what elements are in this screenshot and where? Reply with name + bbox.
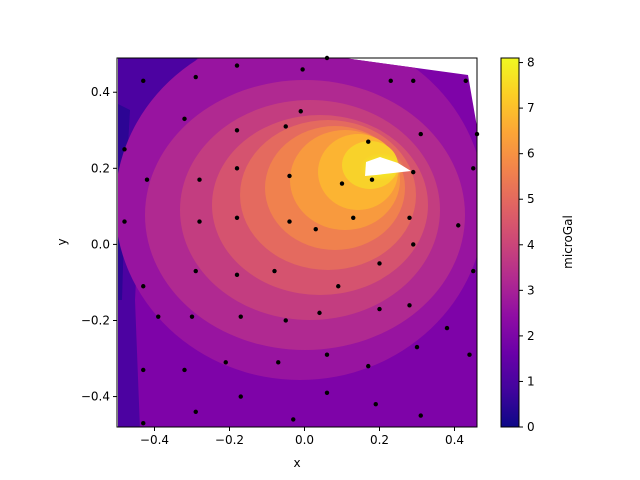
contour-field bbox=[118, 58, 477, 427]
x-axis-label: x bbox=[293, 456, 300, 470]
sample-point-20 bbox=[197, 177, 202, 182]
sample-point-45 bbox=[377, 306, 382, 312]
sample-point-60 bbox=[418, 413, 423, 418]
sample-point-56 bbox=[324, 390, 330, 395]
sample-point-24 bbox=[122, 219, 127, 224]
x-tick-label-2: 0.0 bbox=[295, 433, 314, 447]
sample-point-30 bbox=[407, 215, 412, 220]
sample-point-0 bbox=[141, 78, 146, 84]
x-tick-label-4: 0.4 bbox=[445, 433, 464, 447]
sample-point-9 bbox=[234, 128, 240, 133]
sample-point-1 bbox=[193, 74, 198, 80]
sample-points bbox=[122, 55, 480, 426]
sample-point-33 bbox=[193, 268, 198, 274]
colorbar-tick-label-1: 1 bbox=[527, 374, 535, 388]
sample-point-18 bbox=[471, 166, 476, 171]
sample-point-27 bbox=[287, 219, 292, 224]
sample-point-53 bbox=[467, 352, 472, 357]
y-tick-label-0: −0.4 bbox=[81, 390, 110, 404]
sample-point-55 bbox=[182, 367, 187, 373]
axes-frame bbox=[116, 57, 478, 428]
sample-point-58 bbox=[193, 409, 198, 414]
colorbar-tick-label-4: 4 bbox=[527, 238, 535, 252]
x-axis-ticks: −0.4 −0.2 0.0 0.2 0.4 bbox=[140, 427, 464, 447]
sample-point-47 bbox=[444, 325, 450, 331]
sample-point-31 bbox=[456, 223, 461, 228]
contour-gap-peak bbox=[365, 157, 411, 176]
sample-point-54 bbox=[141, 367, 146, 373]
sample-point-28 bbox=[313, 226, 318, 232]
y-axis-ticks: −0.4 −0.2 0.0 0.2 0.4 bbox=[81, 85, 117, 404]
sample-point-37 bbox=[471, 268, 476, 274]
y-tick-label-1: −0.2 bbox=[81, 313, 110, 327]
sample-point-36 bbox=[377, 261, 382, 266]
sample-point-51 bbox=[366, 363, 371, 369]
colorbar-tick-label-0: 0 bbox=[527, 420, 535, 434]
sample-point-59 bbox=[373, 401, 378, 407]
y-axis-label: y bbox=[55, 238, 69, 245]
sample-point-61 bbox=[141, 420, 146, 426]
colorbar-tick-label-3: 3 bbox=[527, 283, 535, 297]
sample-point-16 bbox=[369, 177, 375, 182]
sample-point-23 bbox=[339, 181, 345, 186]
sample-point-8 bbox=[182, 116, 187, 122]
sample-point-52 bbox=[414, 344, 420, 350]
sample-point-57 bbox=[238, 394, 243, 399]
sample-point-40 bbox=[156, 314, 161, 319]
colorbar bbox=[500, 57, 520, 428]
y-tick-label-3: 0.2 bbox=[91, 161, 110, 175]
sample-point-10 bbox=[298, 109, 303, 114]
x-tick-label-3: 0.2 bbox=[370, 433, 389, 447]
sample-point-42 bbox=[238, 314, 243, 319]
sample-point-25 bbox=[197, 219, 202, 224]
sample-point-5 bbox=[388, 78, 393, 84]
sample-point-32 bbox=[411, 242, 416, 247]
sample-point-3 bbox=[300, 67, 305, 72]
sample-point-46 bbox=[407, 303, 412, 308]
sample-point-41 bbox=[189, 314, 195, 319]
sample-point-62 bbox=[291, 417, 296, 422]
sample-point-11 bbox=[283, 124, 288, 129]
sample-point-29 bbox=[351, 215, 356, 220]
sample-point-15 bbox=[122, 147, 127, 152]
sample-point-21 bbox=[234, 166, 240, 171]
sample-point-49 bbox=[276, 360, 281, 365]
sample-point-50 bbox=[324, 352, 330, 357]
sample-point-26 bbox=[234, 215, 240, 220]
sample-point-2 bbox=[234, 63, 240, 68]
colorbar-tick-label-5: 5 bbox=[527, 192, 535, 206]
sample-point-48 bbox=[223, 360, 228, 365]
sample-point-7 bbox=[463, 78, 468, 84]
colorbar-label: microGal bbox=[561, 215, 575, 269]
colorbar-tick-label-2: 2 bbox=[527, 329, 535, 343]
sample-point-35 bbox=[272, 268, 277, 274]
x-tick-label-1: −0.2 bbox=[215, 433, 244, 447]
colorbar-tick-label-7: 7 bbox=[527, 101, 535, 115]
sample-point-17 bbox=[411, 169, 416, 175]
sample-point-43 bbox=[283, 318, 288, 323]
colorbar-tick-label-8: 8 bbox=[527, 56, 535, 70]
colorbar-tick-label-6: 6 bbox=[527, 147, 535, 161]
sample-point-38 bbox=[141, 284, 146, 289]
sample-point-19 bbox=[144, 177, 150, 182]
sample-point-14 bbox=[366, 139, 371, 144]
y-tick-label-4: 0.4 bbox=[91, 85, 110, 99]
x-tick-label-0: −0.4 bbox=[140, 433, 169, 447]
sample-point-6 bbox=[411, 78, 416, 84]
sample-point-12 bbox=[418, 131, 423, 137]
y-tick-label-2: 0.0 bbox=[91, 237, 110, 251]
sample-point-34 bbox=[234, 272, 240, 278]
sample-point-44 bbox=[317, 310, 322, 316]
sample-point-22 bbox=[287, 173, 292, 179]
colorbar-ticks: 0 1 2 3 4 5 6 7 8 bbox=[519, 56, 535, 434]
sample-point-39 bbox=[336, 284, 341, 289]
